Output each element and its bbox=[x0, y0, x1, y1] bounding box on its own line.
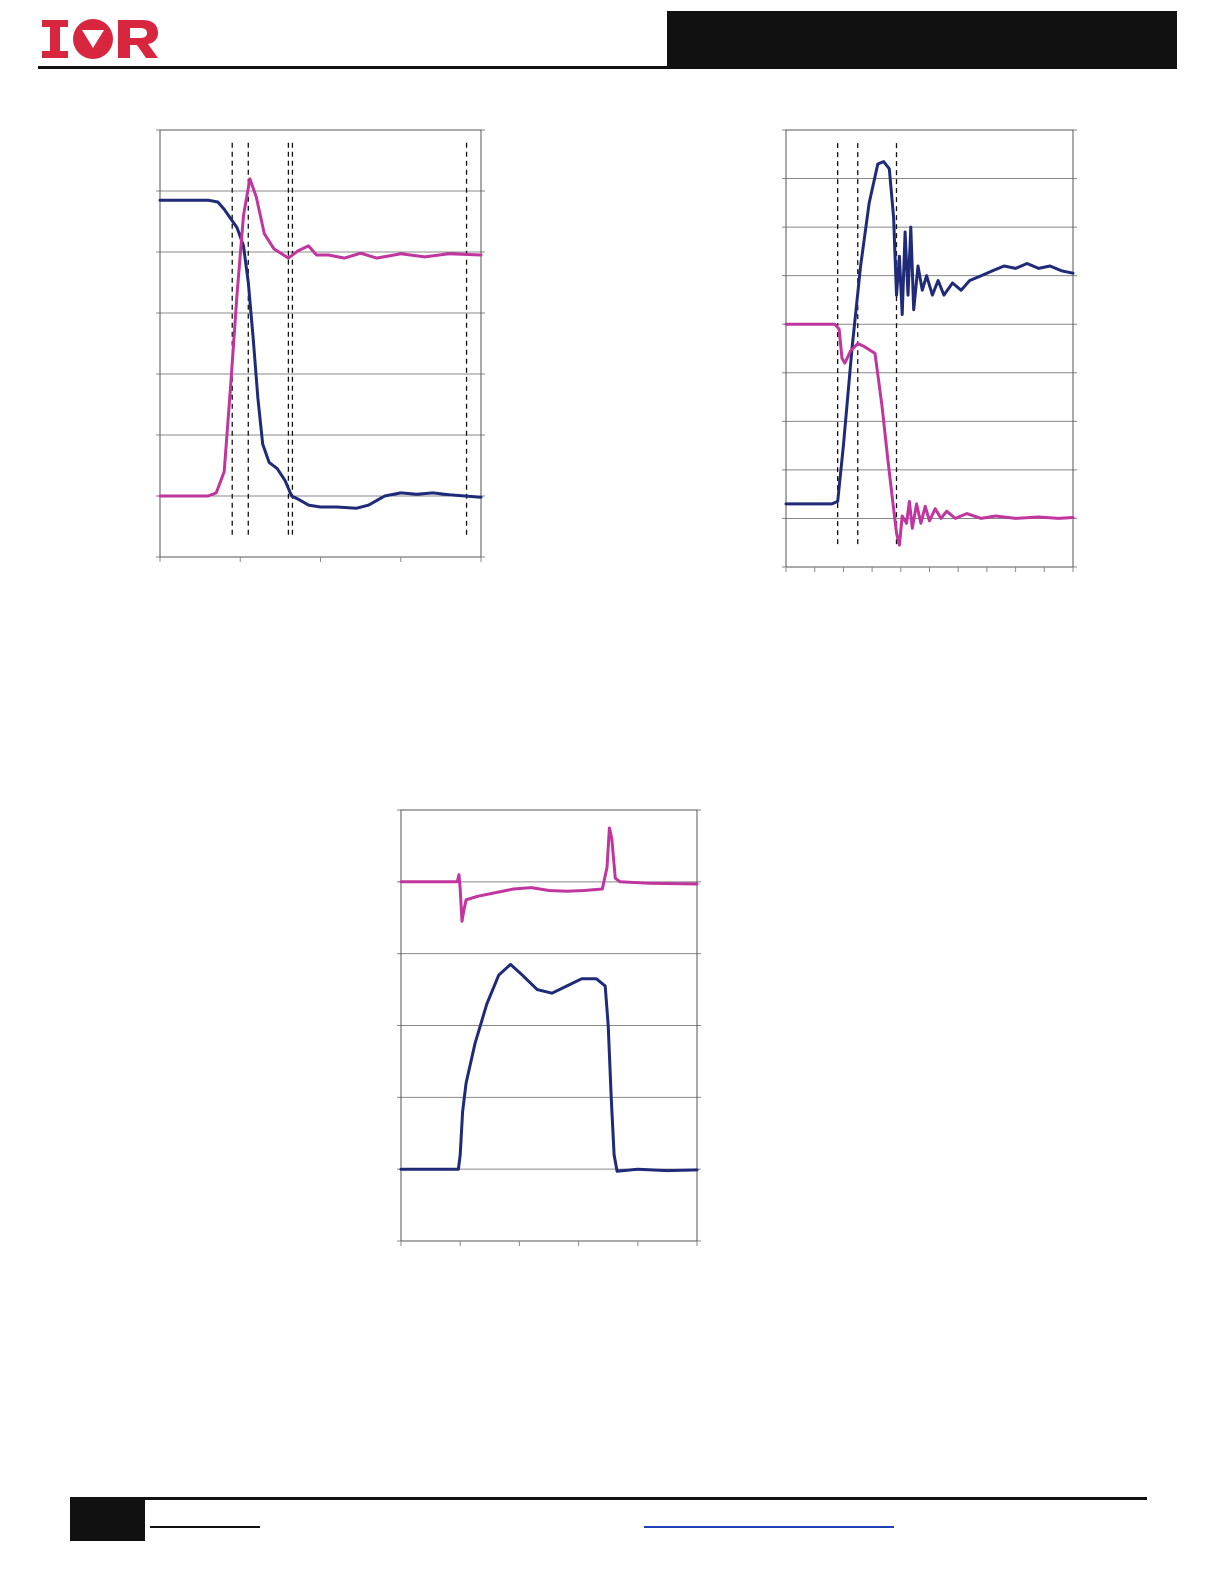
footer-short-rule bbox=[150, 1526, 260, 1528]
header-rule bbox=[38, 66, 1177, 69]
header-bar bbox=[667, 11, 1177, 68]
plot-frame bbox=[400, 809, 698, 1242]
series-line-1 bbox=[399, 962, 699, 1173]
plot-frame bbox=[785, 129, 1074, 568]
footer-page-box bbox=[70, 1499, 145, 1541]
series-line-0 bbox=[158, 198, 483, 510]
series-line-1 bbox=[784, 322, 1075, 547]
turn-on-waveform-chart bbox=[782, 129, 1077, 572]
series-line-0 bbox=[784, 160, 1075, 506]
pulse-waveform-chart bbox=[397, 809, 701, 1246]
ior-logo bbox=[42, 19, 158, 59]
series-line-1 bbox=[158, 177, 483, 498]
turn-off-waveform-chart bbox=[156, 129, 485, 562]
footer-rule bbox=[70, 1497, 1147, 1500]
footer-link-underline[interactable] bbox=[644, 1526, 894, 1528]
series-line-0 bbox=[399, 826, 699, 923]
